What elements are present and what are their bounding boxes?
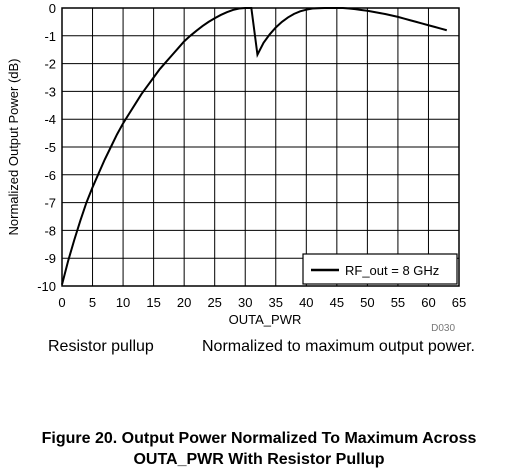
figure-code: D030 <box>431 323 455 334</box>
y-tick-label: -10 <box>37 279 56 294</box>
x-tick-label: 5 <box>89 295 96 310</box>
y-axis-ticks: 0 -1 -2 -3 -4 -5 -6 -7 -8 -9 -10 <box>37 1 56 294</box>
y-tick-label: -5 <box>44 140 56 155</box>
note-normalized: Normalized to maximum output power. <box>202 338 475 355</box>
figure-caption: Figure 20. Output Power Normalized To Ma… <box>0 428 518 470</box>
x-tick-label: 45 <box>330 295 344 310</box>
legend-label: RF_out = 8 GHz <box>345 263 439 278</box>
x-tick-label: 35 <box>269 295 283 310</box>
x-tick-label: 25 <box>207 295 221 310</box>
caption-line-1: Figure 20. Output Power Normalized To Ma… <box>41 430 477 447</box>
x-axis-title: OUTA_PWR <box>229 312 302 327</box>
x-tick-label: 10 <box>116 295 130 310</box>
y-tick-label: -9 <box>44 251 56 266</box>
x-tick-label: 30 <box>238 295 252 310</box>
x-tick-label: 40 <box>299 295 313 310</box>
x-tick-label: 20 <box>177 295 191 310</box>
series-line-rf-out-8ghz <box>61 7 448 285</box>
x-tick-label: 55 <box>391 295 405 310</box>
y-tick-label: 0 <box>49 1 56 16</box>
y-tick-label: -4 <box>44 112 56 127</box>
note-resistor-pullup: Resistor pullup <box>48 338 154 355</box>
x-tick-label: 60 <box>421 295 435 310</box>
x-tick-label: 65 <box>452 295 466 310</box>
x-axis-ticks: 0 5 10 15 20 25 30 35 40 45 50 55 60 65 <box>58 295 466 310</box>
y-tick-label: -2 <box>44 57 56 72</box>
y-tick-label: -7 <box>44 196 56 211</box>
y-tick-label: -6 <box>44 168 56 183</box>
y-axis-title: Normalized Output Power (dB) <box>6 58 21 235</box>
x-tick-label: 0 <box>58 295 65 310</box>
y-tick-label: -3 <box>44 84 56 99</box>
x-tick-label: 15 <box>146 295 160 310</box>
legend: RF_out = 8 GHz <box>302 253 458 285</box>
y-tick-label: -1 <box>44 29 56 44</box>
x-tick-label: 50 <box>360 295 374 310</box>
caption-line-2: OUTA_PWR With Resistor Pullup <box>133 451 385 468</box>
chart: 0 5 10 15 20 25 30 35 40 45 50 55 60 65 0 -1 -2 -3 -4 -5 -6… <box>6 1 466 334</box>
plot-area-border <box>61 7 460 287</box>
y-tick-label: -8 <box>44 223 56 238</box>
